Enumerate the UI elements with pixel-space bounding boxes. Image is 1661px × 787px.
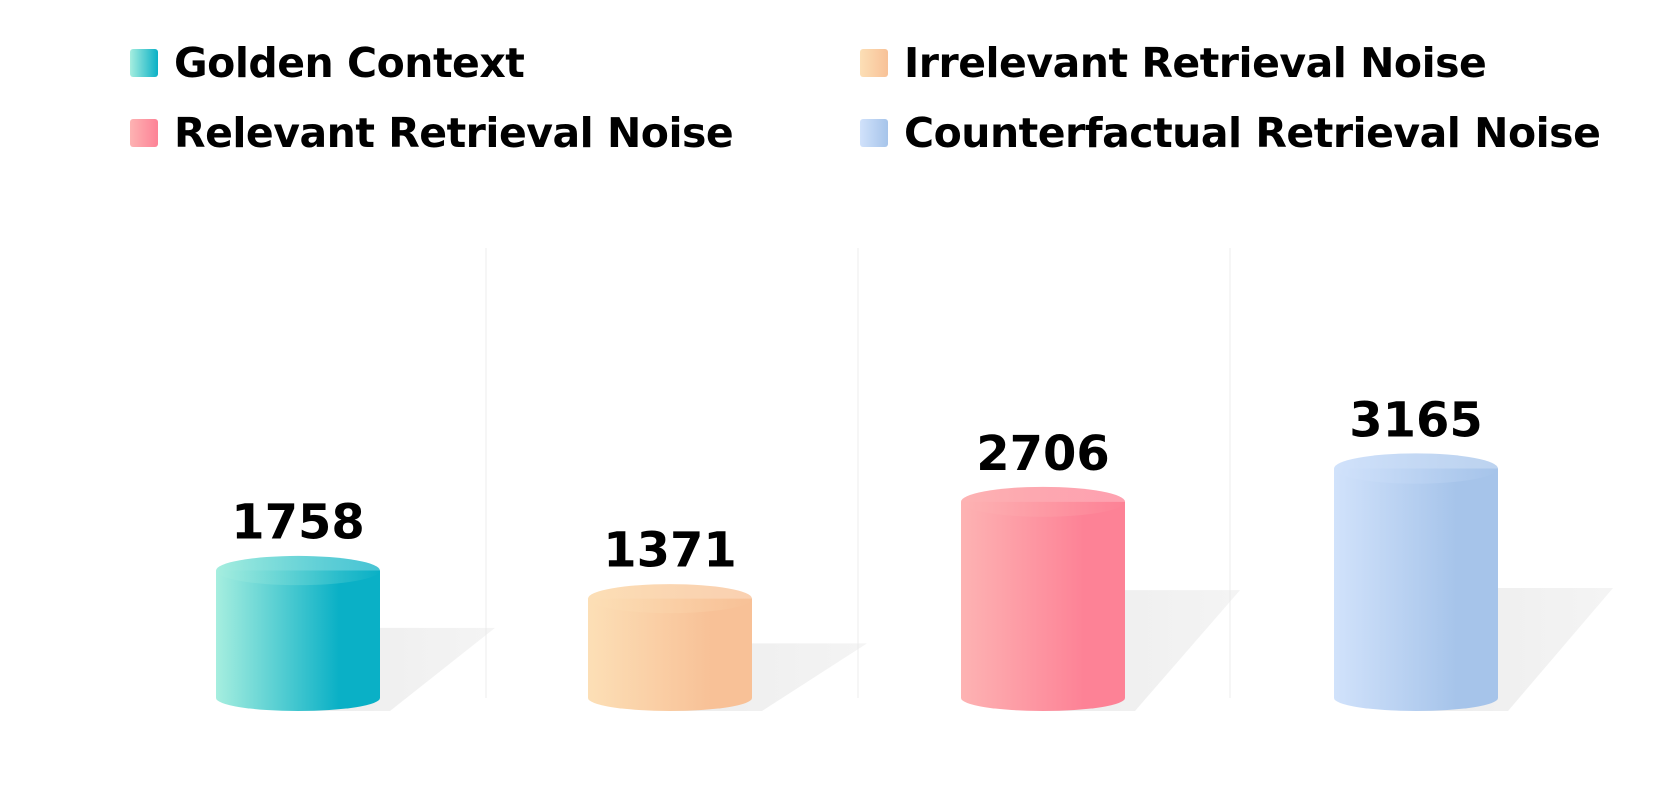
bar-top bbox=[1334, 453, 1498, 484]
legend-swatch-counterfactual-retrieval-noise bbox=[860, 119, 888, 147]
bar-body bbox=[216, 570, 380, 711]
value-labels: 1758 1371 2706 3165 bbox=[231, 393, 1483, 579]
bar-irrelevant-retrieval-noise bbox=[588, 584, 752, 711]
panel-separators bbox=[485, 248, 1231, 698]
value-label: 2706 bbox=[976, 426, 1110, 482]
value-label: 1758 bbox=[231, 495, 365, 551]
bar-relevant-retrieval-noise bbox=[961, 486, 1125, 711]
legend-item-irrelevant-retrieval-noise: Irrelevant Retrieval Noise bbox=[860, 38, 1487, 88]
bar-body bbox=[1334, 468, 1498, 711]
legend-swatch-irrelevant-retrieval-noise bbox=[860, 49, 888, 77]
legend-label: Relevant Retrieval Noise bbox=[174, 109, 734, 157]
legend-item-counterfactual-retrieval-noise: Counterfactual Retrieval Noise bbox=[860, 108, 1601, 158]
legend-label: Counterfactual Retrieval Noise bbox=[904, 109, 1601, 157]
bar-counterfactual-retrieval-noise bbox=[1334, 453, 1498, 711]
bar-top bbox=[588, 584, 752, 614]
legend-item-golden-context: Golden Context bbox=[130, 38, 525, 88]
legend-label: Irrelevant Retrieval Noise bbox=[904, 39, 1487, 87]
bar-body bbox=[961, 501, 1125, 711]
value-label: 3165 bbox=[1349, 393, 1483, 449]
legend-item-relevant-retrieval-noise: Relevant Retrieval Noise bbox=[130, 108, 734, 158]
legend-label: Golden Context bbox=[174, 39, 525, 87]
bar-golden-context bbox=[216, 555, 380, 711]
legend-swatch-golden-context bbox=[130, 49, 158, 77]
bar-top bbox=[961, 486, 1125, 517]
legend-swatch-relevant-retrieval-noise bbox=[130, 119, 158, 147]
bar-body bbox=[588, 598, 752, 711]
legend: Golden Context Relevant Retrieval Noise … bbox=[0, 0, 1661, 180]
bar-top bbox=[216, 555, 380, 586]
bars bbox=[216, 453, 1498, 711]
value-label: 1371 bbox=[603, 523, 737, 579]
